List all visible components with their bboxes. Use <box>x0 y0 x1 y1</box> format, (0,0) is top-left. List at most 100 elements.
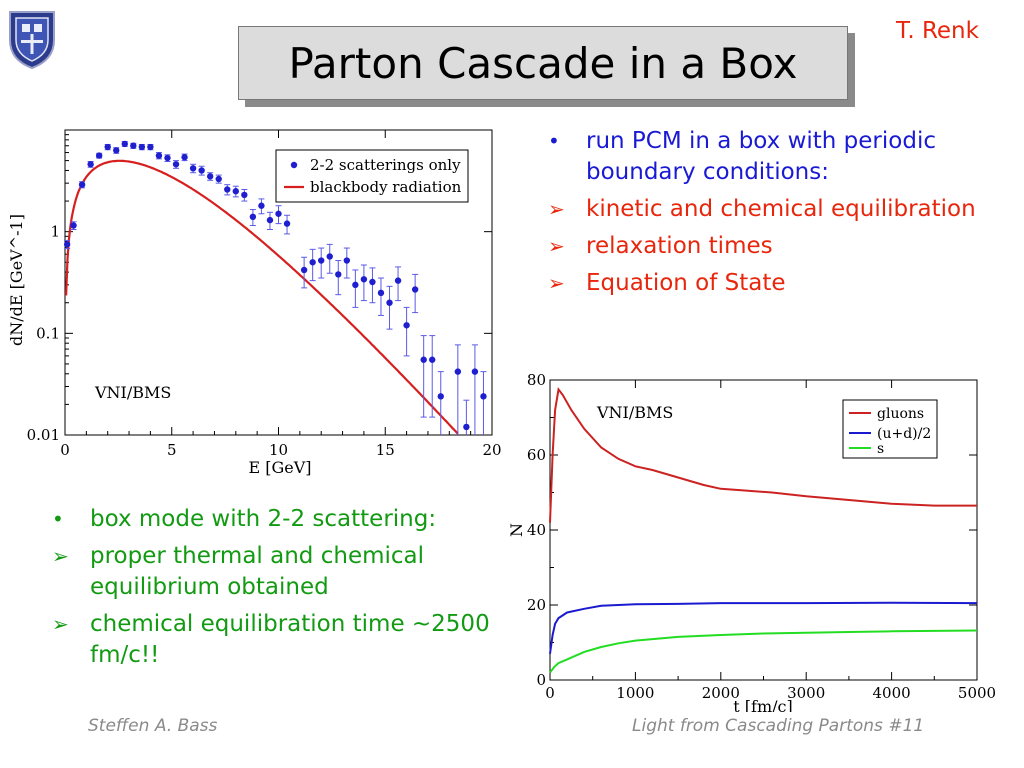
chart1-point <box>326 253 333 260</box>
bullet-text: proper thermal and chemical equilibrium … <box>90 543 425 600</box>
chart1-ytick-label: 1 <box>50 223 60 241</box>
chart2-xtick-label: 1000 <box>616 684 654 702</box>
chart2-line-s <box>549 629 978 674</box>
chart1-point <box>78 181 86 188</box>
left-bullet-2: ➢ proper thermal and chemical equilibrium… <box>52 541 490 603</box>
chart1-point <box>377 289 385 297</box>
bullet-marker: ➢ <box>548 271 565 295</box>
chart1-point <box>309 259 316 266</box>
right-bullet-2: ➢ kinetic and chemical equilibration <box>548 194 1006 225</box>
bullet-marker: ➢ <box>52 612 69 636</box>
chart2-data <box>549 386 978 674</box>
chart1-point <box>63 241 71 248</box>
bullet-text: box mode with 2-2 scattering: <box>90 506 437 532</box>
chart1-point <box>155 152 163 159</box>
chart1-xtick-label: 15 <box>376 441 395 459</box>
chart1-xtick-label: 10 <box>269 441 288 459</box>
chart1-point <box>249 213 257 221</box>
chart1-point <box>463 423 470 431</box>
chart1-point <box>318 257 325 264</box>
university-crest-logo <box>9 11 55 70</box>
chart2-line-gluons <box>549 386 977 523</box>
chart2-legend-label-s: s <box>877 441 884 457</box>
bullet-marker: ➢ <box>52 544 69 568</box>
chart1-ticks: 0 5 10 15 20 0.01 0.1 1 <box>27 130 502 459</box>
chart1-data <box>63 140 487 435</box>
chart1-point <box>300 266 308 274</box>
right-bullet-1: • run PCM in a box with periodic boundary… <box>548 126 1006 188</box>
right-bullet-3: ➢ relaxation times <box>548 231 1006 262</box>
chart1-point <box>215 175 222 183</box>
chart1-annotation: VNI/BMS <box>94 383 171 402</box>
chart1-legend-label-scatter: 2-2 scatterings only <box>310 156 461 174</box>
chart1-point <box>394 277 402 284</box>
chart1-point <box>172 161 180 168</box>
chart1-legend-marker-scatter <box>290 161 298 169</box>
chart1-point <box>352 281 359 289</box>
footer-presenter: Steffen A. Bass <box>88 716 218 736</box>
chart1-point <box>113 147 120 154</box>
chart1-point <box>138 143 146 151</box>
chart1-point <box>437 393 444 400</box>
chart2-ytick-label: 0 <box>536 671 546 689</box>
chart1-point <box>283 220 291 227</box>
chart1-point <box>411 286 419 293</box>
chart1-point <box>164 154 171 162</box>
chart1-point <box>369 278 376 286</box>
chart2-line-ud <box>549 601 978 654</box>
chart1-point <box>181 154 188 161</box>
chart1-ylabel: dN/dE [GeV^-1] <box>7 214 26 346</box>
chart2-annotation: VNI/BMS <box>596 403 673 422</box>
chart1-point <box>104 143 111 151</box>
chart1-point <box>70 222 77 229</box>
chart1-point <box>386 299 393 306</box>
right-bullet-4: ➢ Equation of State <box>548 268 1006 299</box>
slide-title: Parton Cascade in a Box <box>288 38 798 88</box>
chart1-ytick-label: 0.1 <box>36 324 60 342</box>
chart2-xtick-label: 4000 <box>873 684 911 702</box>
chart2-legend-label-ud: (u+d)/2 <box>877 426 931 442</box>
chart1-point <box>232 188 239 195</box>
chart1-point <box>147 143 154 151</box>
chart1-point <box>95 152 103 159</box>
chart1-point <box>189 165 197 172</box>
chart1-point <box>343 257 351 264</box>
energy-spectrum-chart: 0 5 10 15 20 0.01 0.1 1 VNI/BMS E [GeV] dN/dE [… <box>7 129 502 477</box>
chart2-ylabel: N <box>507 523 526 537</box>
chart1-point <box>335 271 342 278</box>
chart2-ytick-label: 40 <box>527 521 546 539</box>
chart1-point <box>480 393 487 400</box>
chart1-xtick-label: 0 <box>60 441 70 459</box>
chart2-ticks: 0 1000 2000 3000 4000 5000 0 20 40 60 80 <box>527 371 995 702</box>
chart1-point <box>454 368 462 375</box>
bullet-text: run PCM in a box with periodic boundary … <box>586 128 936 185</box>
chart2-legend-label-gluons: gluons <box>877 406 924 422</box>
chart1-xtick-label: 20 <box>482 441 501 459</box>
chart1-blackbody-curve <box>65 159 459 435</box>
chart2-legend: gluons (u+d)/2 s <box>842 399 938 459</box>
chart2-xtick-label: 0 <box>545 684 555 702</box>
chart1-xtick-label: 5 <box>167 441 177 459</box>
chart2-xtick-label: 3000 <box>787 684 825 702</box>
chart1-legend-box <box>275 149 469 203</box>
bullet-text: chemical equilibration time ~2500 fm/c!! <box>90 611 490 668</box>
chart1-legend: 2-2 scatterings only blackbody radiation <box>275 149 469 203</box>
chart1-point <box>224 186 231 193</box>
bullet-text: kinetic and chemical equilibration <box>586 196 976 222</box>
bullet-marker: • <box>52 507 64 531</box>
chart2-xtick-label: 2000 <box>702 684 740 702</box>
chart1-point <box>206 173 214 180</box>
slide-title-box: Parton Cascade in a Box <box>238 26 848 100</box>
left-bullet-1: • box mode with 2-2 scattering: <box>52 504 490 535</box>
chart1-point <box>360 276 368 283</box>
particle-number-chart: 0 1000 2000 3000 4000 5000 0 20 40 60 80 VNI/BMS t… <box>507 371 995 712</box>
chart1-point <box>403 322 410 329</box>
bullet-marker: • <box>548 129 560 153</box>
author-label: T. Renk <box>896 18 979 44</box>
chart1-ytick-label: 0.01 <box>27 426 60 444</box>
left-bullet-list: • box mode with 2-2 scattering: ➢ proper t… <box>52 504 490 677</box>
chart1-xlabel: E [GeV] <box>248 458 311 477</box>
chart1-point <box>87 161 94 168</box>
chart1-point <box>258 202 265 209</box>
bullet-marker: ➢ <box>548 234 565 258</box>
